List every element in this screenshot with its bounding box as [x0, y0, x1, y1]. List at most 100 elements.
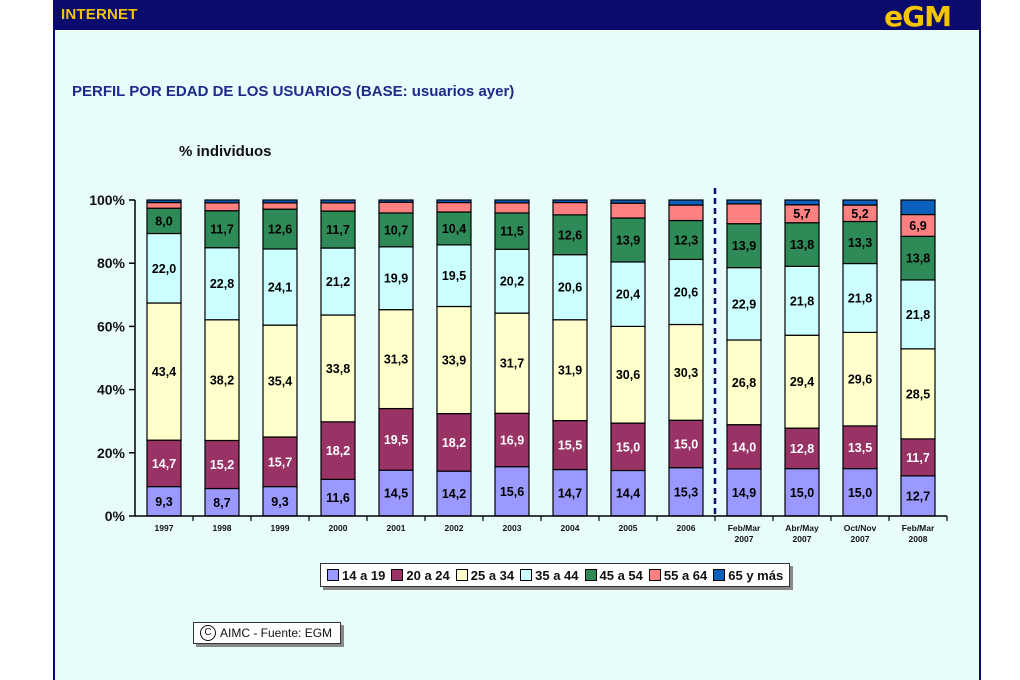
bar-segment [494, 412, 530, 468]
data-label: 13,8 [790, 238, 814, 252]
bar-segment [726, 339, 762, 426]
bar-segment [204, 247, 240, 321]
x-tick-label: 2002 [445, 523, 464, 533]
bar-segment [494, 248, 530, 314]
data-label: 14,4 [616, 487, 640, 501]
data-label: 12,7 [906, 489, 930, 503]
bar-segment [436, 201, 472, 213]
data-label: 12,6 [558, 228, 582, 242]
data-label: 20,6 [558, 281, 582, 295]
data-label: 29,4 [790, 375, 814, 389]
legend-swatch [584, 569, 597, 581]
bar-segment [668, 204, 704, 222]
bar-segment [610, 202, 646, 219]
x-tick-label: Feb/Mar [728, 523, 761, 533]
data-label: 13,8 [906, 252, 930, 266]
bar-segment [842, 331, 878, 427]
y-axis: 0% 20% 40% 60% 80% 100% [89, 192, 136, 524]
data-label: 12,6 [268, 223, 292, 237]
data-label: 19,5 [442, 269, 466, 283]
x-tick-label: Abr/May [785, 523, 819, 533]
legend-item: 14 a 19 [327, 568, 385, 583]
data-label: 21,8 [906, 308, 930, 322]
bar-segment [204, 487, 240, 517]
x-tick-label: 1999 [271, 523, 290, 533]
bar-segment [146, 201, 182, 209]
bar-segment [262, 486, 298, 517]
x-tick-label: 2006 [677, 523, 696, 533]
legend-item: 35 a 44 [520, 567, 579, 583]
bar-segment [842, 199, 878, 206]
bar-segment [726, 203, 762, 225]
data-label: 18,2 [442, 436, 466, 450]
stacked-bar-chart: 0% 20% 40% 60% 80% 100% 9,3 14,7 43,4 22,0 8,0 8,7… [89, 188, 948, 544]
bar-segment [552, 468, 588, 517]
data-label: 35,4 [268, 375, 292, 389]
data-label: 15,0 [790, 486, 814, 500]
bar-segment [436, 211, 472, 246]
x-tick-label: 2007 [851, 534, 870, 544]
bars: 9,3 14,7 43,4 22,0 8,0 8,7 15,2 38,2 22,8 11,7 9,3… [146, 188, 936, 517]
data-label: 15,5 [558, 439, 582, 453]
data-label: 14,7 [152, 457, 176, 471]
data-label: 31,7 [500, 357, 524, 371]
bar-segment [900, 475, 936, 517]
data-label: 18,2 [326, 444, 350, 458]
data-label: 28,5 [906, 387, 930, 401]
y-tick-label: 40% [97, 382, 126, 398]
bar-segment [262, 248, 298, 326]
source-note: C AIMC - Fuente: EGM [193, 622, 342, 644]
data-label: 33,9 [442, 354, 466, 368]
legend-item: 65 y más [713, 568, 783, 583]
bar-segment [784, 468, 820, 517]
chart-title: PERFIL POR EDAD DE LOS USUARIOS (BASE: u… [72, 83, 515, 100]
legend-swatch [648, 569, 661, 581]
legend: 14 a 19 20 a 24 25 a 34 35 a 44 45 a 54 55 a … [320, 563, 791, 587]
data-label: 11,6 [326, 491, 350, 505]
data-label: 26,8 [732, 376, 756, 390]
data-label: 21,2 [326, 275, 350, 289]
data-label: 22,8 [210, 277, 234, 291]
x-tick-label: 2000 [329, 523, 348, 533]
bar-segment [436, 244, 472, 308]
legend-label: 35 a 44 [535, 567, 579, 583]
data-label: 11,5 [500, 225, 524, 239]
data-label: 38,2 [210, 374, 234, 388]
legend-swatch [327, 569, 339, 581]
bar-segment [204, 439, 240, 490]
x-tick-label: 2007 [793, 534, 812, 544]
bar-segment [262, 208, 298, 250]
legend-swatch [520, 569, 533, 581]
data-label: 13,3 [848, 236, 872, 250]
bar-segment [204, 210, 240, 249]
data-label: 31,3 [384, 353, 408, 367]
data-label: 9,3 [271, 495, 288, 509]
data-label: 22,0 [152, 262, 176, 276]
data-label: 11,7 [906, 451, 930, 465]
data-label: 30,6 [616, 368, 640, 382]
data-label: 15,6 [500, 485, 524, 499]
data-label: 21,8 [790, 294, 814, 308]
y-axis-unit-label: % individuos [179, 143, 272, 160]
bar-segment [378, 309, 414, 410]
legend-item: 55 a 64 [648, 568, 707, 583]
y-tick-label: 0% [105, 508, 126, 524]
y-tick-label: 20% [97, 445, 126, 461]
bar-segment [494, 466, 530, 517]
bar-segment [378, 246, 414, 311]
bar-segment [262, 436, 298, 488]
data-label: 12,8 [790, 442, 814, 456]
bar-segment [726, 424, 762, 470]
data-label: 14,9 [732, 486, 756, 500]
bar-segment [900, 199, 936, 216]
bar-segment [610, 199, 646, 204]
bar-segment [668, 323, 704, 421]
bar-segment [436, 470, 472, 517]
x-tick-label: 2004 [561, 523, 580, 533]
bar-segment [378, 201, 414, 214]
data-label: 19,5 [384, 433, 408, 447]
data-label: 20,4 [616, 288, 640, 302]
x-tick-label: 2003 [503, 523, 522, 533]
data-label: 30,3 [674, 366, 698, 380]
data-label: 14,2 [442, 487, 466, 501]
